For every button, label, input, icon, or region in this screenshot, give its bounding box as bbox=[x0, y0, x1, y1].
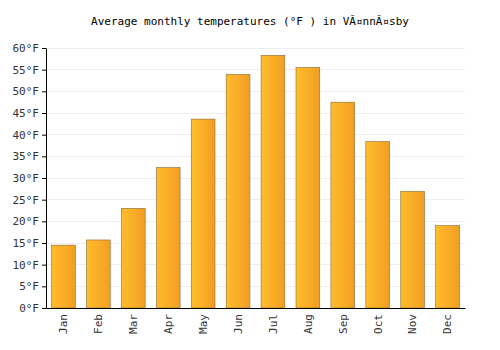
y-tick-mark bbox=[42, 70, 46, 71]
y-tick-mark bbox=[42, 178, 46, 179]
bars bbox=[52, 55, 460, 308]
y-tick: 50°F bbox=[13, 85, 47, 98]
grid-line bbox=[46, 48, 465, 49]
grid-line bbox=[46, 178, 465, 179]
y-tick: 20°F bbox=[13, 215, 47, 228]
y-tick-label: 5°F bbox=[19, 280, 39, 293]
y-tick: 5°F bbox=[19, 280, 46, 293]
x-tick-label: May bbox=[197, 314, 210, 334]
y-tick: 15°F bbox=[13, 237, 47, 250]
bar bbox=[296, 68, 320, 309]
x-tick: Jul bbox=[267, 314, 280, 334]
bar bbox=[87, 240, 111, 308]
bar bbox=[331, 102, 355, 308]
x-tick-label: Nov bbox=[406, 314, 419, 334]
y-tick-mark bbox=[42, 221, 46, 222]
x-tick: May bbox=[197, 314, 210, 334]
x-tick-label: Jul bbox=[267, 314, 280, 334]
grid-line bbox=[46, 134, 465, 135]
x-tick: Feb bbox=[92, 314, 105, 334]
y-tick-label: 10°F bbox=[13, 259, 40, 272]
y-tick: 25°F bbox=[13, 194, 47, 207]
x-tick-label: Apr bbox=[162, 314, 175, 334]
x-tick: Nov bbox=[406, 314, 419, 334]
y-tick-mark bbox=[42, 265, 46, 266]
y-tick-mark bbox=[42, 91, 46, 92]
y-axis: 0°F 5°F 10°F 15°F 20°F 25°F 30°F 35°F 40°F 45°F 50… bbox=[13, 42, 47, 315]
y-tick: 40°F bbox=[13, 129, 47, 142]
bar bbox=[226, 74, 250, 308]
x-tick: Sep bbox=[337, 314, 350, 334]
x-tick-label: Sep bbox=[337, 314, 350, 334]
x-tick: Oct bbox=[372, 314, 385, 334]
y-tick-label: 35°F bbox=[13, 150, 40, 163]
y-tick: 45°F bbox=[13, 107, 47, 120]
y-tick-label: 30°F bbox=[13, 172, 40, 185]
bar bbox=[52, 245, 76, 308]
x-tick-label: Dec bbox=[441, 314, 454, 334]
y-tick-mark bbox=[42, 200, 46, 201]
x-tick: Mar bbox=[127, 314, 140, 334]
y-tick-mark bbox=[42, 135, 46, 136]
x-tick-label: Oct bbox=[372, 314, 385, 334]
chart: 0°F 5°F 10°F 15°F 20°F 25°F 30°F 35°F 40°F 45°F 50… bbox=[0, 0, 500, 350]
plot: 0°F 5°F 10°F 15°F 20°F 25°F 30°F 35°F 40°F 45°F 50… bbox=[13, 42, 466, 334]
x-axis-line bbox=[47, 308, 466, 309]
grid bbox=[46, 48, 465, 308]
y-tick-label: 25°F bbox=[13, 194, 40, 207]
grid-line bbox=[46, 91, 465, 92]
y-tick: 60°F bbox=[13, 42, 47, 55]
bar bbox=[191, 119, 215, 308]
y-tick: 10°F bbox=[13, 259, 47, 272]
x-tick: Jan bbox=[57, 314, 70, 334]
grid-line bbox=[46, 113, 465, 114]
y-tick-mark bbox=[42, 48, 46, 49]
x-tick: Apr bbox=[162, 314, 175, 334]
y-tick-label: 40°F bbox=[13, 129, 40, 142]
y-tick-mark bbox=[42, 308, 46, 309]
y-tick-mark bbox=[42, 156, 46, 157]
y-tick: 30°F bbox=[13, 172, 47, 185]
y-tick-mark bbox=[42, 286, 46, 287]
grid-line bbox=[46, 156, 465, 157]
grid-line bbox=[46, 69, 465, 70]
y-tick-label: 45°F bbox=[13, 107, 40, 120]
x-tick: Aug bbox=[302, 314, 315, 334]
x-axis: Jan Feb Mar Apr May Jun Jul Aug Sep Oct Nov Dec bbox=[47, 309, 466, 334]
y-tick-label: 60°F bbox=[13, 42, 40, 55]
bar bbox=[401, 191, 425, 308]
bar bbox=[261, 55, 285, 308]
bar bbox=[156, 168, 180, 308]
y-tick-label: 15°F bbox=[13, 237, 40, 250]
bar bbox=[366, 142, 390, 308]
x-tick-label: Jan bbox=[57, 314, 70, 334]
y-tick: 35°F bbox=[13, 150, 47, 163]
y-tick: 0°F bbox=[19, 302, 46, 315]
bar bbox=[121, 208, 145, 308]
y-axis-line bbox=[46, 49, 47, 309]
x-tick-label: Aug bbox=[302, 314, 315, 334]
bar bbox=[436, 226, 460, 308]
y-tick: 55°F bbox=[13, 64, 47, 77]
x-tick: Dec bbox=[441, 314, 454, 334]
x-tick: Jun bbox=[232, 314, 245, 334]
x-tick-label: Jun bbox=[232, 314, 245, 334]
y-tick-label: 55°F bbox=[13, 64, 40, 77]
y-tick-label: 0°F bbox=[19, 302, 39, 315]
y-tick-mark bbox=[42, 113, 46, 114]
title: Average monthly temperatures (°F ) in VÃ… bbox=[91, 15, 409, 28]
y-tick-label: 20°F bbox=[13, 215, 40, 228]
y-tick-label: 50°F bbox=[13, 85, 40, 98]
x-tick-label: Mar bbox=[127, 314, 140, 334]
x-tick-label: Feb bbox=[92, 314, 105, 334]
y-tick-mark bbox=[42, 243, 46, 244]
